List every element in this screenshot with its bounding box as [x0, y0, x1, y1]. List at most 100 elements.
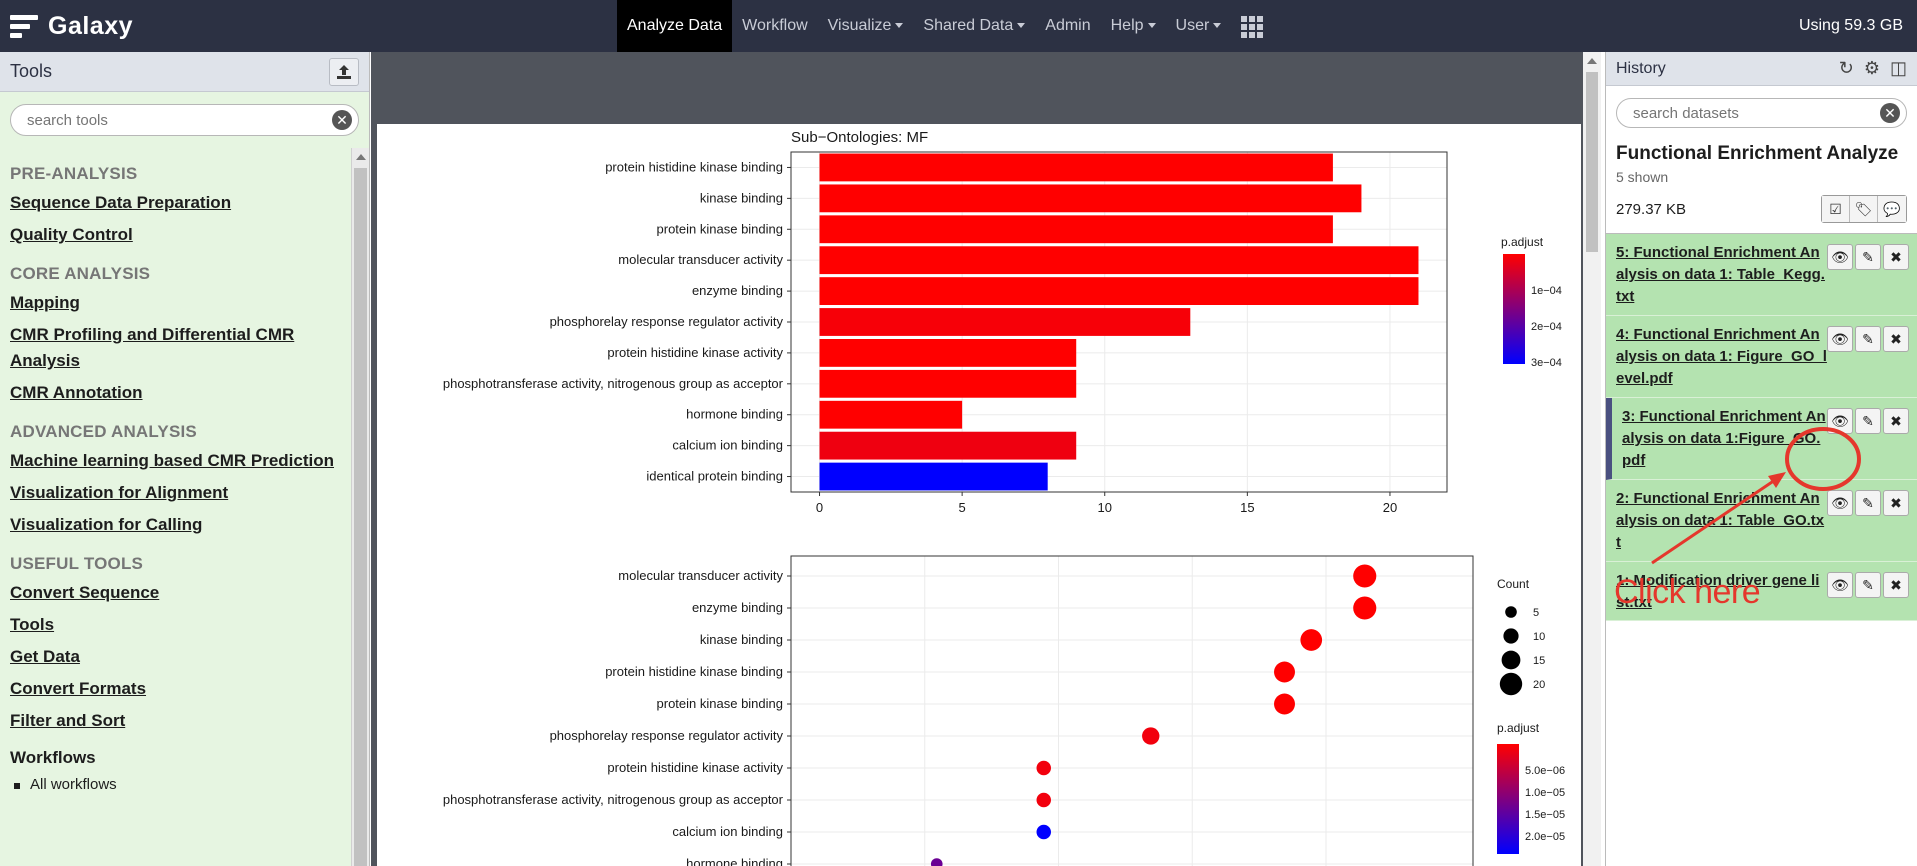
scroll-thumb[interactable] [1586, 72, 1598, 252]
dataset-title[interactable]: 4: Functional Enrichment Analysis on dat… [1616, 326, 1827, 387]
y-tick-label: enzyme binding [692, 283, 783, 298]
dataset-title[interactable]: 2: Functional Enrichment Analysis on dat… [1616, 490, 1825, 551]
nav-help[interactable]: Help [1101, 0, 1166, 52]
tool-link[interactable]: Sequence Data Preparation [10, 193, 232, 212]
nav-apps[interactable] [1231, 0, 1273, 52]
tool-link[interactable]: CMR Annotation [10, 383, 143, 402]
nav-admin[interactable]: Admin [1035, 0, 1100, 52]
tool-panel-scrollbar[interactable] [351, 148, 369, 866]
scroll-thumb[interactable] [354, 168, 367, 866]
tool-link[interactable]: Get Data [10, 647, 80, 666]
delete-icon[interactable]: ✖ [1883, 490, 1909, 516]
y-tick-label: phosphorelay response regulator activity [550, 728, 784, 743]
history-search-input[interactable] [1617, 99, 1906, 127]
x-tick-label: 20 [1383, 500, 1397, 515]
tool-link[interactable]: Filter and Sort [10, 711, 126, 730]
scroll-up-arrow-icon[interactable] [356, 154, 366, 160]
pencil-icon[interactable]: ✎ [1855, 490, 1881, 516]
dataset-title[interactable]: 3: Functional Enrichment Analysis on dat… [1622, 408, 1826, 469]
nav-analyze-data[interactable]: Analyze Data [617, 0, 733, 52]
tool-section-header[interactable]: PRE-ANALYSIS [10, 164, 138, 183]
dataset-buttons: 👁 ✎ ✖ [1827, 408, 1909, 434]
refresh-icon[interactable]: ↻ [1838, 58, 1854, 78]
columns-icon[interactable]: ◫ [1889, 58, 1907, 78]
y-tick-label: identical protein binding [646, 469, 783, 484]
tool-search-input[interactable] [11, 105, 358, 135]
nav-label: Help [1110, 17, 1144, 34]
brand-title: Galaxy [48, 11, 134, 40]
dataset-item[interactable]: 2: Functional Enrichment Analysis on dat… [1606, 480, 1917, 562]
gear-icon[interactable]: ⚙ [1863, 58, 1880, 78]
eye-icon[interactable]: 👁 [1827, 572, 1853, 598]
dataset-buttons: 👁 ✎ ✖ [1827, 326, 1909, 352]
nav-visualize[interactable]: Visualize [818, 0, 914, 52]
clear-search-icon[interactable]: ✕ [1880, 103, 1900, 123]
size-legend-dot [1499, 672, 1523, 696]
tool-link[interactable]: CMR Profiling and Differential CMR Analy… [10, 325, 295, 370]
dataset-item[interactable]: 1: Modification driver gene list.txt 👁 ✎ ✖ [1606, 562, 1917, 621]
nav-workflow[interactable]: Workflow [732, 0, 818, 52]
tags-icon[interactable]: 🏷 [1850, 196, 1878, 222]
annotation-icon[interactable]: 💬 [1878, 196, 1906, 222]
tool-link[interactable]: Convert Sequence [10, 583, 160, 602]
eye-icon[interactable]: 👁 [1827, 408, 1853, 434]
dataset-item[interactable]: 5: Functional Enrichment Analysis on dat… [1606, 234, 1917, 316]
legend-title: p.adjust [1501, 235, 1544, 249]
tool-link[interactable]: Mapping [10, 293, 80, 312]
tool-section-header[interactable]: USEFUL TOOLS [10, 554, 144, 573]
x-tick-label: 10 [1098, 500, 1112, 515]
dataset-item[interactable]: 4: Functional Enrichment Analysis on dat… [1606, 316, 1917, 398]
apps-grid-icon [1241, 16, 1264, 38]
brand[interactable]: Galaxy [10, 8, 133, 44]
eye-icon[interactable]: 👁 [1827, 490, 1853, 516]
y-tick-label: kinase binding [700, 190, 783, 205]
legend-tick-label: 1.5e−05 [1525, 809, 1565, 821]
tool-section-header[interactable]: ADVANCED ANALYSIS [10, 422, 197, 441]
dataset-item[interactable]: 3: Functional Enrichment Analysis on dat… [1606, 398, 1917, 480]
delete-icon[interactable]: ✖ [1883, 408, 1909, 434]
dataset-title[interactable]: 1: Modification driver gene list.txt [1616, 572, 1820, 611]
legend-tick-label: 2e−04 [1531, 321, 1562, 333]
pencil-icon[interactable]: ✎ [1855, 244, 1881, 270]
nav-label: Visualize [827, 17, 892, 34]
tool-link[interactable]: Convert Formats [10, 679, 147, 698]
pencil-icon[interactable]: ✎ [1855, 408, 1881, 434]
delete-icon[interactable]: ✖ [1883, 326, 1909, 352]
tool-link[interactable]: Visualization for Alignment [10, 483, 229, 502]
y-tick-label: protein kinase binding [657, 696, 783, 711]
history-name[interactable]: Functional Enrichment Analyze [1616, 143, 1899, 164]
clear-search-icon[interactable]: ✕ [332, 110, 352, 130]
y-tick-label: hormone binding [686, 856, 783, 866]
dot [1353, 596, 1377, 620]
tool-link[interactable]: Visualization for Calling [10, 515, 203, 534]
pencil-icon[interactable]: ✎ [1855, 572, 1881, 598]
upload-button[interactable] [329, 57, 359, 86]
dataset-title[interactable]: 5: Functional Enrichment Analysis on dat… [1616, 244, 1825, 305]
tool-link[interactable]: Machine learning based CMR Prediction [10, 451, 335, 470]
quota-meter[interactable]: Using 59.3 GB [1798, 17, 1903, 34]
tool-section-header[interactable]: CORE ANALYSIS [10, 264, 151, 283]
bar [819, 431, 1077, 460]
bar [819, 153, 1333, 182]
history-panel-title: History [1616, 59, 1666, 77]
legend-colorbar [1503, 254, 1525, 364]
center-scrollbar[interactable] [1583, 52, 1601, 866]
tool-link[interactable]: Tools [10, 615, 55, 634]
nav-user[interactable]: User [1166, 0, 1232, 52]
nav-shared-data[interactable]: Shared Data [913, 0, 1035, 52]
eye-icon[interactable]: 👁 [1827, 326, 1853, 352]
history-size-row: 279.37 KB ☑ 🏷 💬 [1606, 185, 1917, 233]
all-workflows-link[interactable]: All workflows [10, 776, 350, 793]
delete-icon[interactable]: ✖ [1883, 572, 1909, 598]
click-here-label: Click here [1614, 573, 1761, 611]
tool-link[interactable]: Quality Control [10, 225, 133, 244]
history-panel: History ↻ ⚙ ◫ ✕ Functional Enrichment An… [1605, 52, 1917, 866]
pencil-icon[interactable]: ✎ [1855, 326, 1881, 352]
dot [1036, 760, 1051, 776]
eye-icon[interactable]: 👁 [1827, 244, 1853, 270]
delete-icon[interactable]: ✖ [1883, 244, 1909, 270]
history-search: ✕ [1616, 98, 1907, 128]
scroll-up-arrow-icon[interactable] [1587, 58, 1597, 64]
select-datasets-icon[interactable]: ☑ [1822, 196, 1850, 222]
size-legend-dot [1505, 606, 1517, 618]
